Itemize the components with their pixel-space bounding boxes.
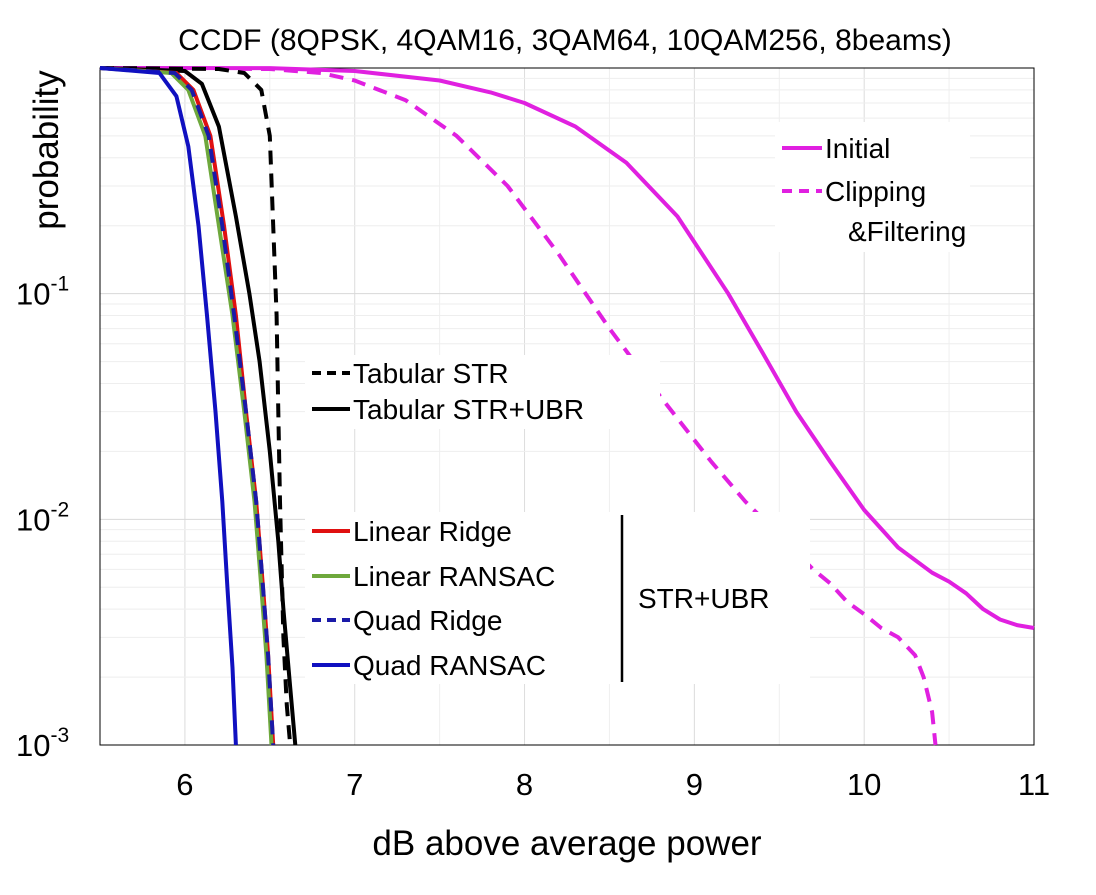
series-line-initial <box>99 66 1035 630</box>
legend-initial-label: Initial <box>825 133 890 164</box>
series-line-tabular-str <box>99 66 293 746</box>
legend-quad-ridge-label: Quad Ridge <box>353 605 502 636</box>
legend-initial-clipping: Initial Clipping &Filtering <box>775 122 970 252</box>
x-tick-label: 10 <box>847 767 881 802</box>
series-group <box>99 66 1035 746</box>
chart-title: CCDF (8QPSK, 4QAM16, 3QAM64, 10QAM256, 8… <box>178 24 952 57</box>
legend-quad-ransac-label: Quad RANSAC <box>353 650 546 681</box>
legend-tabular-str-ubr-label: Tabular STR+UBR <box>353 394 584 425</box>
x-tick-label: 7 <box>346 767 363 802</box>
legend-tabular: Tabular STR Tabular STR+UBR <box>305 355 660 429</box>
series-line-quad-ransac <box>99 66 238 746</box>
x-tick-label: 8 <box>516 767 533 802</box>
legend-tabular-str-label: Tabular STR <box>353 358 509 389</box>
legend-models: Linear Ridge Linear RANSAC Quad Ridge Qu… <box>305 512 810 684</box>
legend-linear-ransac-label: Linear RANSAC <box>353 561 555 592</box>
series-line-quad-ridge <box>99 66 276 746</box>
legend-models-background <box>305 512 810 684</box>
series-line-tabular-str-ubr <box>99 66 298 746</box>
legend-tabular-background <box>305 355 660 429</box>
x-tick-label: 11 <box>1018 767 1050 802</box>
y-tick-labels: 10-1 10-2 10-3 <box>16 273 69 763</box>
y-axis-label: probability <box>27 70 66 230</box>
series-line-clipping-filtering <box>99 66 938 746</box>
legend-linear-ridge-label: Linear Ridge <box>353 516 512 547</box>
y-tick-label: 10-3 <box>16 724 69 763</box>
x-tick-label: 9 <box>686 767 703 802</box>
legend-magenta-background <box>775 122 970 252</box>
legend-group-label: STR+UBR <box>638 583 769 614</box>
y-tick-label: 10-1 <box>16 273 69 312</box>
legend-filtering-label: &Filtering <box>848 216 966 247</box>
x-tick-labels: 6 7 8 9 10 11 <box>176 767 1050 802</box>
legend-clipping-label: Clipping <box>825 176 926 207</box>
plot-area-frame <box>99 67 1035 746</box>
x-tick-label: 6 <box>176 767 193 802</box>
y-tick-label: 10-2 <box>16 498 69 537</box>
x-axis-label: dB above average power <box>372 824 761 863</box>
